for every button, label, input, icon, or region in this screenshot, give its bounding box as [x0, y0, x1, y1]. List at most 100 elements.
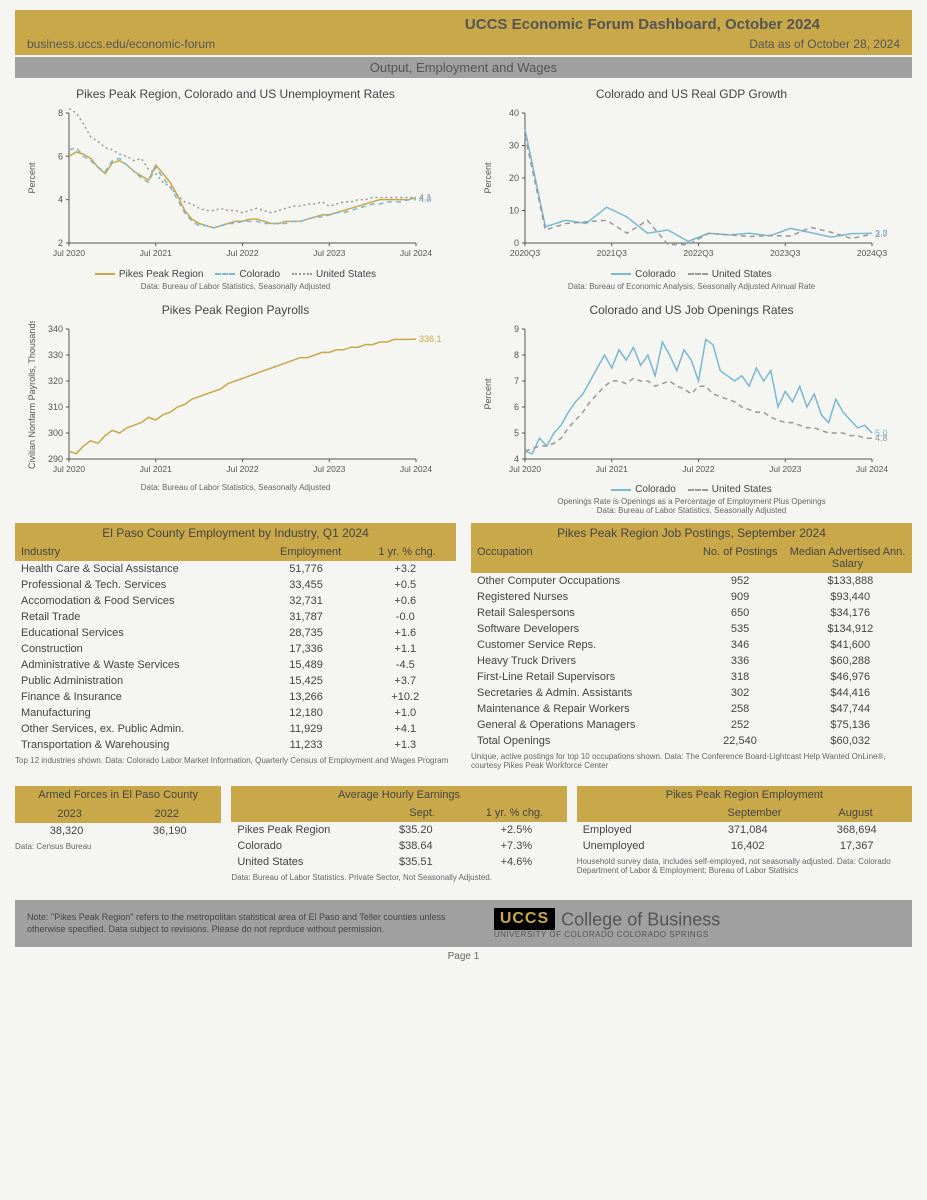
- svg-text:40: 40: [508, 108, 518, 118]
- chart-unemp-legend: Pikes Peak RegionColoradoUnited States: [15, 267, 456, 280]
- uccs-logo-icon: UCCS: [494, 908, 555, 930]
- table-row: Secretaries & Admin. Assistants302$44,41…: [471, 685, 912, 701]
- header-url: business.uccs.edu/economic-forum: [27, 37, 215, 51]
- svg-text:290: 290: [47, 454, 62, 464]
- chart-openings-title: Colorado and US Job Openings Rates: [471, 303, 912, 317]
- panel-employment-note: Household survey data, includes self-emp…: [577, 857, 912, 875]
- svg-text:Percent: Percent: [483, 377, 493, 409]
- chart-payrolls: 290300310320330340Jul 2020Jul 2021Jul 20…: [21, 321, 451, 481]
- table-row: Transportation & Warehousing11,233+1.3: [15, 737, 456, 753]
- chart-payrolls-title: Pikes Peak Region Payrolls: [15, 303, 456, 317]
- svg-text:340: 340: [47, 324, 62, 334]
- svg-text:4: 4: [57, 195, 62, 205]
- svg-text:Jul 2023: Jul 2023: [769, 464, 801, 474]
- svg-text:8: 8: [513, 350, 518, 360]
- table-row: Unemployed16,40217,367: [577, 838, 912, 854]
- svg-text:330: 330: [47, 350, 62, 360]
- svg-text:Percent: Percent: [483, 162, 493, 194]
- table-row: Retail Salespersons650$34,176: [471, 605, 912, 621]
- chart-unemp-note: Data: Bureau of Labor Statistics, Season…: [15, 282, 456, 291]
- panel-earnings-note: Data: Bureau of Labor Statistics. Privat…: [231, 873, 566, 882]
- table-row: Accomodation & Food Services32,731+0.6: [15, 593, 456, 609]
- svg-text:Jul 2021: Jul 2021: [595, 464, 627, 474]
- page-number: Page 1: [15, 947, 912, 966]
- svg-text:8: 8: [57, 108, 62, 118]
- table-postings-title: Pikes Peak Region Job Postings, Septembe…: [471, 523, 912, 543]
- svg-text:2020Q3: 2020Q3: [509, 248, 540, 258]
- table-row: First-Line Retail Supervisors318$46,976: [471, 669, 912, 685]
- table-row: Construction17,336+1.1: [15, 641, 456, 657]
- svg-text:Jul 2023: Jul 2023: [313, 248, 345, 258]
- table-row: Manufacturing12,180+1.0: [15, 705, 456, 721]
- table-row: Public Administration15,425+3.7: [15, 673, 456, 689]
- chart-openings-legend: ColoradoUnited States: [471, 483, 912, 496]
- table-postings-header: Occupation No. of Postings Median Advert…: [471, 543, 912, 573]
- svg-text:9: 9: [513, 324, 518, 334]
- table-row: Customer Service Reps.346$41,600: [471, 637, 912, 653]
- svg-text:6: 6: [57, 151, 62, 161]
- table-row: Retail Trade31,787-0.0: [15, 609, 456, 625]
- section-title: Output, Employment and Wages: [15, 57, 912, 78]
- table-industry: Health Care & Social Assistance51,776+3.…: [15, 561, 456, 753]
- svg-text:Jul 2021: Jul 2021: [139, 464, 171, 474]
- svg-text:2.7: 2.7: [875, 229, 888, 239]
- panel-armed-title: Armed Forces in El Paso County: [15, 786, 221, 805]
- svg-text:20: 20: [508, 173, 518, 183]
- header-date: Data as of October 28, 2024: [749, 37, 900, 51]
- table-row: General & Operations Managers252$75,136: [471, 717, 912, 733]
- table-industry-note: Top 12 industries shown. Data: Colorado …: [15, 756, 456, 765]
- table-row: Educational Services28,735+1.6: [15, 625, 456, 641]
- svg-text:2022Q3: 2022Q3: [683, 248, 714, 258]
- svg-text:Jul 2024: Jul 2024: [855, 464, 887, 474]
- svg-text:0: 0: [513, 238, 518, 248]
- svg-text:310: 310: [47, 402, 62, 412]
- svg-text:Jul 2022: Jul 2022: [682, 464, 714, 474]
- table-row: United States$35.51+4.6%: [231, 854, 566, 870]
- table-industry-title: El Paso County Employment by Industry, Q…: [15, 523, 456, 543]
- panel-employment-table: Employed371,084368,694Unemployed16,40217…: [577, 822, 912, 854]
- table-row: Software Developers535$134,912: [471, 621, 912, 637]
- table-row: Finance & Insurance13,266+10.2: [15, 689, 456, 705]
- table-row: Registered Nurses909$93,440: [471, 589, 912, 605]
- svg-text:300: 300: [47, 428, 62, 438]
- svg-text:5: 5: [513, 428, 518, 438]
- table-row: Health Care & Social Assistance51,776+3.…: [15, 561, 456, 577]
- svg-text:Jul 2023: Jul 2023: [313, 464, 345, 474]
- table-row: Employed371,084368,694: [577, 822, 912, 838]
- table-row: Professional & Tech. Services33,455+0.5: [15, 577, 456, 593]
- table-row: Other Computer Occupations952$133,888: [471, 573, 912, 589]
- svg-text:Civilian Nonfarm Payrolls, Tho: Civilian Nonfarm Payrolls, Thousands: [27, 321, 37, 469]
- chart-gdp-note: Data: Bureau of Economic Analysis, Seaso…: [471, 282, 912, 291]
- svg-text:Percent: Percent: [27, 162, 37, 194]
- svg-text:4.8: 4.8: [875, 433, 888, 443]
- panel-earnings-table: Pikes Peak Region$35.20+2.5%Colorado$38.…: [231, 822, 566, 870]
- table-industry-header: Industry Employment 1 yr. % chg.: [15, 543, 456, 561]
- svg-text:2024Q3: 2024Q3: [856, 248, 887, 258]
- panel-armed-note: Data: Census Bureau: [15, 842, 221, 851]
- svg-text:4: 4: [513, 454, 518, 464]
- svg-text:6: 6: [513, 402, 518, 412]
- table-row: Pikes Peak Region$35.20+2.5%: [231, 822, 566, 838]
- svg-text:320: 320: [47, 376, 62, 386]
- svg-text:7: 7: [513, 376, 518, 386]
- svg-text:336.1: 336.1: [419, 334, 442, 344]
- chart-gdp-title: Colorado and US Real GDP Growth: [471, 87, 912, 101]
- svg-text:2021Q3: 2021Q3: [596, 248, 627, 258]
- svg-text:Jul 2022: Jul 2022: [226, 464, 258, 474]
- table-row: Colorado$38.64+7.3%: [231, 838, 566, 854]
- panel-earnings-title: Average Hourly Earnings: [231, 786, 566, 804]
- chart-gdp: 0102030402020Q32021Q32022Q32023Q32024Q3P…: [477, 105, 907, 265]
- table-row: Heavy Truck Drivers336$60,288: [471, 653, 912, 669]
- table-row: Administrative & Waste Services15,489-4.…: [15, 657, 456, 673]
- footer-note: Note: "Pikes Peak Region" refers to the …: [27, 912, 474, 935]
- chart-gdp-legend: ColoradoUnited States: [471, 267, 912, 280]
- footer-logo: UCCSCollege of Business UNIVERSITY OF CO…: [494, 908, 900, 939]
- table-postings: Other Computer Occupations952$133,888Reg…: [471, 573, 912, 749]
- chart-unemp: 2468Jul 2020Jul 2021Jul 2022Jul 2023Jul …: [21, 105, 451, 265]
- svg-text:10: 10: [508, 206, 518, 216]
- svg-text:2023Q3: 2023Q3: [770, 248, 801, 258]
- svg-text:Jul 2022: Jul 2022: [226, 248, 258, 258]
- svg-text:Jul 2024: Jul 2024: [399, 464, 431, 474]
- header-bar: UCCS Economic Forum Dashboard, October 2…: [15, 10, 912, 55]
- chart-unemp-title: Pikes Peak Region, Colorado and US Unemp…: [15, 87, 456, 101]
